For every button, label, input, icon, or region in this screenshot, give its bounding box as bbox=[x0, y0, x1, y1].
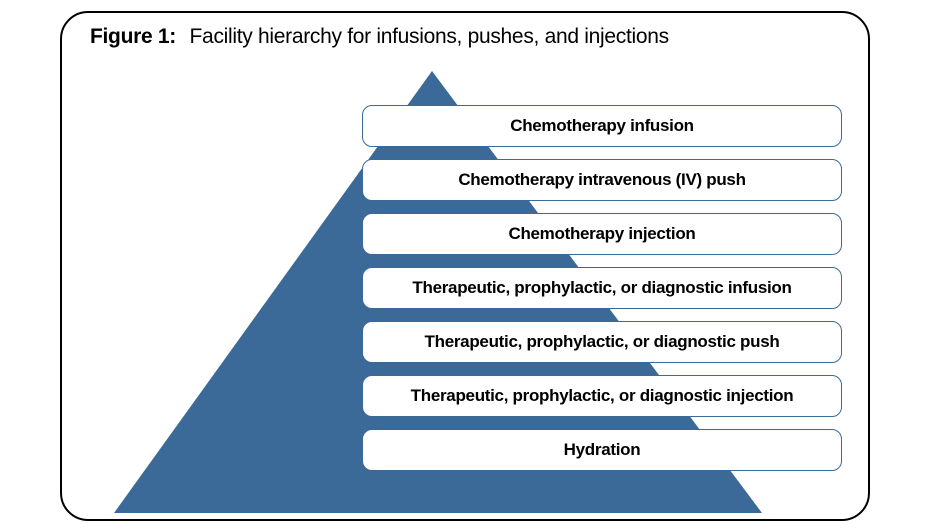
bar-label: Therapeutic, prophylactic, or diagnostic… bbox=[412, 278, 791, 298]
bar-label: Therapeutic, prophylactic, or diagnostic… bbox=[411, 386, 794, 406]
bar-label: Chemotherapy injection bbox=[508, 224, 695, 244]
bar-level-7: Hydration bbox=[362, 429, 842, 471]
figure-frame: Figure 1: Facility hierarchy for infusio… bbox=[60, 11, 870, 521]
bar-label: Hydration bbox=[564, 440, 641, 460]
bar-label: Therapeutic, prophylactic, or diagnostic… bbox=[425, 332, 780, 352]
bar-level-5: Therapeutic, prophylactic, or diagnostic… bbox=[362, 321, 842, 363]
bar-level-2: Chemotherapy intravenous (IV) push bbox=[362, 159, 842, 201]
bar-level-1: Chemotherapy infusion bbox=[362, 105, 842, 147]
bar-level-3: Chemotherapy injection bbox=[362, 213, 842, 255]
bar-level-6: Therapeutic, prophylactic, or diagnostic… bbox=[362, 375, 842, 417]
bar-level-4: Therapeutic, prophylactic, or diagnostic… bbox=[362, 267, 842, 309]
bar-label: Chemotherapy infusion bbox=[510, 116, 694, 136]
hierarchy-bars: Chemotherapy infusion Chemotherapy intra… bbox=[362, 105, 842, 471]
bar-label: Chemotherapy intravenous (IV) push bbox=[458, 170, 745, 190]
